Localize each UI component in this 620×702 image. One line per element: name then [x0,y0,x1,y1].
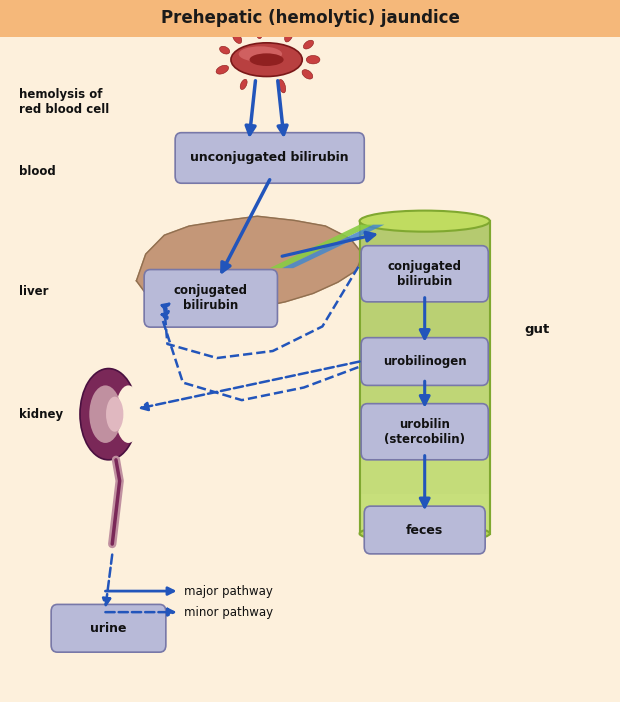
Polygon shape [282,225,384,268]
Polygon shape [136,216,363,309]
FancyBboxPatch shape [361,246,489,302]
Ellipse shape [240,79,247,90]
Ellipse shape [115,385,141,443]
FancyBboxPatch shape [51,604,166,652]
FancyBboxPatch shape [175,133,364,183]
Ellipse shape [360,524,490,543]
Polygon shape [360,338,490,378]
Polygon shape [360,416,490,456]
Polygon shape [360,299,490,338]
Ellipse shape [89,385,122,443]
Text: blood: blood [19,166,55,178]
Ellipse shape [239,46,282,62]
Polygon shape [360,260,490,299]
Text: hemolysis of
red blood cell: hemolysis of red blood cell [19,88,109,116]
Polygon shape [360,378,490,416]
Ellipse shape [231,43,303,77]
Polygon shape [360,494,490,534]
Text: gut: gut [524,324,549,336]
Ellipse shape [278,79,286,93]
Text: conjugated
bilirubin: conjugated bilirubin [388,260,462,288]
FancyBboxPatch shape [365,506,485,554]
Ellipse shape [219,46,230,54]
FancyBboxPatch shape [361,338,489,385]
Ellipse shape [106,397,123,432]
FancyBboxPatch shape [0,0,620,37]
Ellipse shape [232,32,242,44]
Ellipse shape [285,29,293,42]
Text: liver: liver [19,285,48,298]
Text: urobilin
(stercobilin): urobilin (stercobilin) [384,418,465,446]
Polygon shape [360,221,490,260]
Ellipse shape [256,27,262,39]
Polygon shape [360,456,490,494]
Ellipse shape [302,69,312,79]
Polygon shape [270,225,373,268]
Ellipse shape [80,369,137,460]
Text: major pathway: major pathway [184,585,273,597]
Ellipse shape [216,65,229,74]
Polygon shape [360,221,490,534]
Text: conjugated
bilirubin: conjugated bilirubin [174,284,248,312]
FancyBboxPatch shape [144,270,278,327]
FancyBboxPatch shape [361,404,489,460]
Text: unconjugated bilirubin: unconjugated bilirubin [190,152,349,164]
Text: urine: urine [91,622,126,635]
Text: Prehepatic (hemolytic) jaundice: Prehepatic (hemolytic) jaundice [161,9,459,27]
Text: urobilinogen: urobilinogen [383,355,466,368]
Text: feces: feces [406,524,443,536]
Ellipse shape [306,55,320,64]
Ellipse shape [303,40,314,49]
Text: minor pathway: minor pathway [184,606,273,618]
Text: kidney: kidney [19,408,63,420]
Ellipse shape [249,53,284,66]
Ellipse shape [360,211,490,232]
